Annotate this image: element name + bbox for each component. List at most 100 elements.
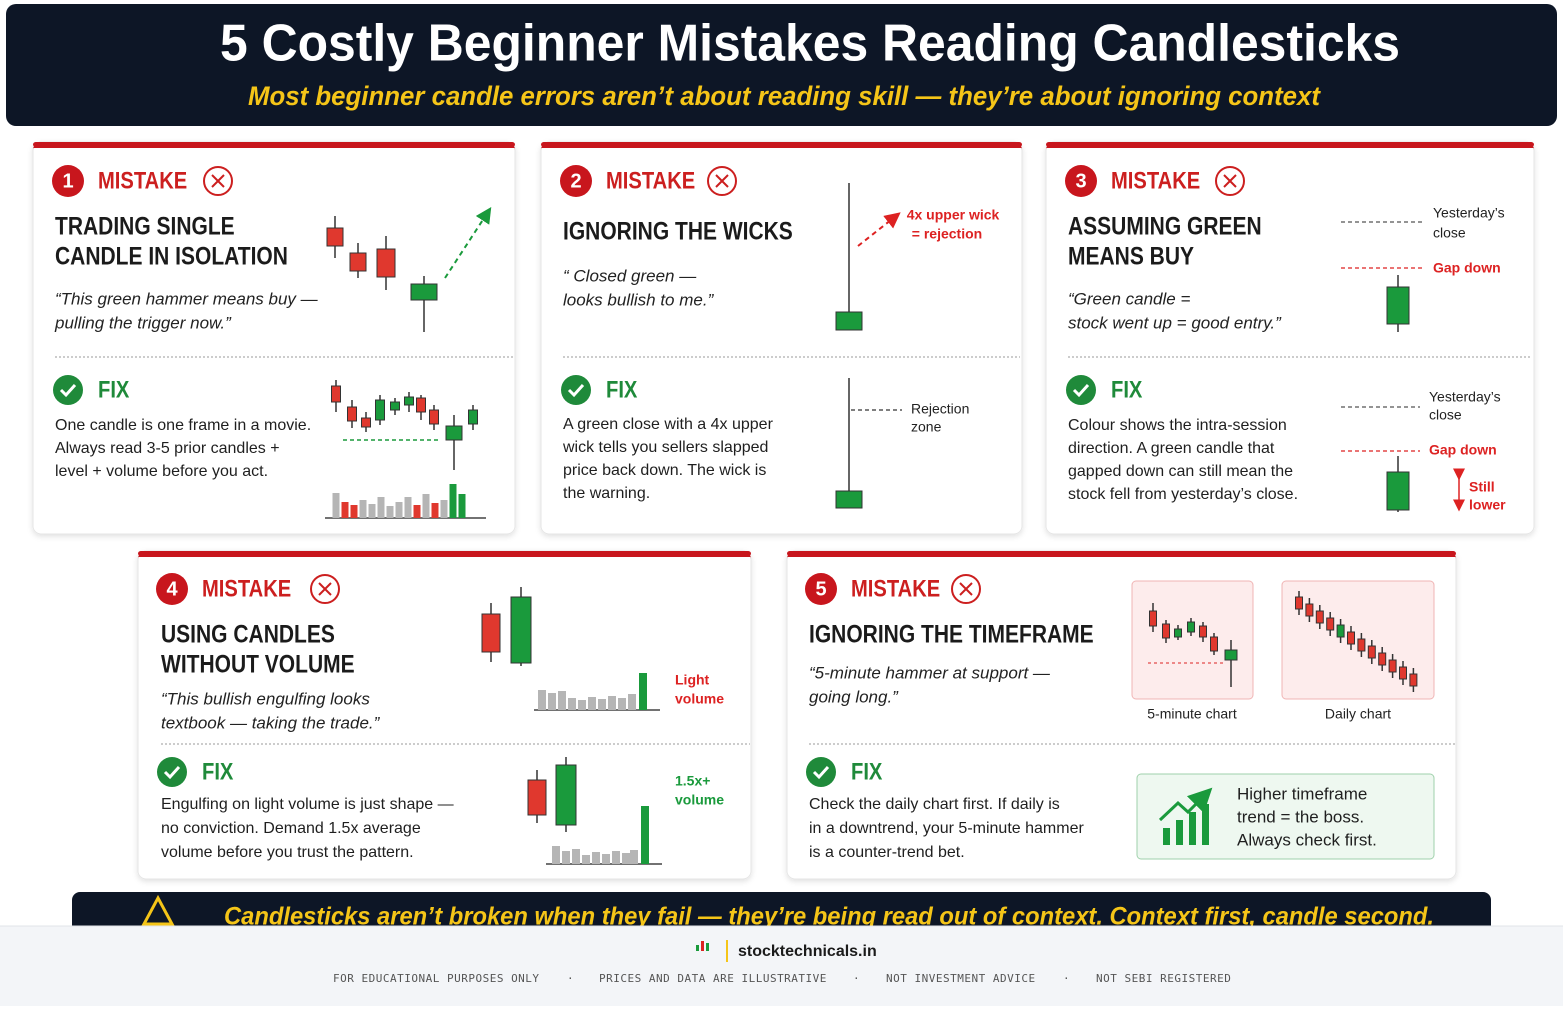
candle-body: [1162, 623, 1170, 639]
fix-label: FIX: [851, 758, 882, 785]
annotation: 4x upper wick: [907, 207, 1000, 223]
candle-body: [510, 596, 532, 664]
volume-bar: [628, 694, 636, 710]
candle-body: [1386, 471, 1410, 511]
volume-bar: [641, 806, 649, 864]
volume-bar: [562, 851, 570, 864]
candle-body: [1399, 666, 1407, 680]
fix-text: gapped down can still mean the: [1068, 463, 1293, 480]
candle-body: [1409, 673, 1418, 687]
candle-body: [1149, 610, 1157, 627]
subtitle: Most beginner candle errors aren’t about…: [248, 81, 1321, 111]
mistake-label: MISTAKE: [606, 167, 695, 194]
volume-bar: [538, 690, 546, 710]
candle-body: [416, 397, 426, 413]
check-icon: [1066, 375, 1096, 405]
candle-body: [1295, 596, 1303, 610]
annotation: volume: [675, 691, 724, 707]
check-icon: [157, 757, 187, 787]
candle-body: [1174, 628, 1182, 638]
callout-text: trend = the boss.: [1237, 807, 1364, 826]
warning-icon: [141, 894, 175, 926]
card-number: 2: [570, 170, 581, 192]
disclaimer: NOT SEBI REGISTERED: [1096, 972, 1231, 985]
wick-arrow: [857, 212, 901, 247]
volume-bar: [431, 503, 439, 518]
candle-body: [468, 409, 478, 425]
candle-body: [1199, 625, 1207, 638]
volume-bar: [622, 853, 630, 864]
number-badge: [560, 165, 592, 197]
card-quote: textbook — taking the trade.”: [161, 713, 381, 732]
title: 5 Costly Beginner Mistakes Reading Candl…: [220, 15, 1400, 73]
annotation: lower: [1469, 497, 1506, 513]
disclaimer: PRICES AND DATA ARE ILLUSTRATIVE: [599, 972, 827, 985]
volume-bar: [548, 693, 556, 710]
fix-text: stock fell from yesterday’s close.: [1068, 486, 1298, 503]
separator: ·: [567, 972, 574, 985]
volume-bar: [602, 854, 610, 864]
header-bg: [6, 4, 1557, 126]
volume-bar: [359, 500, 367, 518]
mistake-label: MISTAKE: [98, 167, 187, 194]
x-icon: [318, 582, 332, 596]
fix-text: in a downtrend, your 5-minute hammer: [809, 820, 1084, 837]
chart-label: Daily chart: [1325, 706, 1391, 722]
annotation: 1.5x+: [675, 773, 710, 789]
candle-body: [429, 409, 439, 425]
number-badge: [52, 165, 84, 197]
annotation: zone: [911, 419, 942, 435]
card-quote: looks bullish to me.”: [563, 290, 715, 309]
fix-text: Check the daily chart first. If daily is: [809, 796, 1060, 813]
x-icon: [951, 574, 981, 604]
volume-bar: [618, 698, 626, 710]
card-quote: “5-minute hammer at support —: [809, 663, 1051, 682]
annotation: close: [1429, 407, 1462, 423]
card-quote: “This bullish engulfing looks: [161, 689, 370, 708]
number-badge: [805, 573, 837, 605]
volume-bar: [552, 846, 560, 864]
candle-body: [376, 248, 396, 278]
volume-bar: [332, 493, 340, 518]
volume-bar: [592, 852, 600, 864]
check-icon: [567, 383, 585, 398]
annotation: Gap down: [1433, 260, 1501, 276]
fix-text: Always read 3-5 prior candles +: [55, 440, 280, 457]
candle-body: [361, 417, 371, 428]
volume-bar: [630, 850, 638, 864]
card-top-bar: [1046, 142, 1534, 147]
candle-body: [1305, 603, 1314, 617]
annotation: Gap down: [1429, 442, 1497, 458]
x-icon: [1215, 166, 1245, 196]
candle-body: [1378, 652, 1387, 666]
candle-body: [1386, 286, 1410, 325]
volume-bar: [395, 502, 403, 518]
card-quote: “ Closed green —: [563, 266, 697, 285]
fix-label: FIX: [202, 758, 233, 785]
fix-text: price back down. The wick is: [563, 462, 766, 479]
candle-body: [481, 613, 501, 653]
candle-body: [375, 399, 385, 421]
candle-body: [445, 425, 463, 441]
volume-bar: [639, 673, 647, 710]
separator: ·: [1063, 972, 1070, 985]
trend-icon: [1158, 787, 1213, 845]
number-badge: [156, 573, 188, 605]
volume-bar: [368, 504, 376, 518]
brand-icon: [696, 940, 728, 962]
card-heading: MEANS BUY: [1068, 243, 1194, 271]
x-icon: [203, 166, 233, 196]
candle-body: [404, 396, 414, 406]
check-icon: [59, 383, 77, 398]
card-top-bar: [787, 551, 1456, 556]
volume-bar: [404, 497, 412, 518]
x-icon: [310, 574, 340, 604]
volume-bar: [582, 855, 590, 864]
fix-text: volume before you trust the pattern.: [161, 844, 414, 861]
candle-body: [555, 764, 577, 826]
check-icon: [806, 757, 836, 787]
volume-bar: [608, 696, 616, 710]
annotation: Yesterday’s: [1429, 389, 1501, 405]
